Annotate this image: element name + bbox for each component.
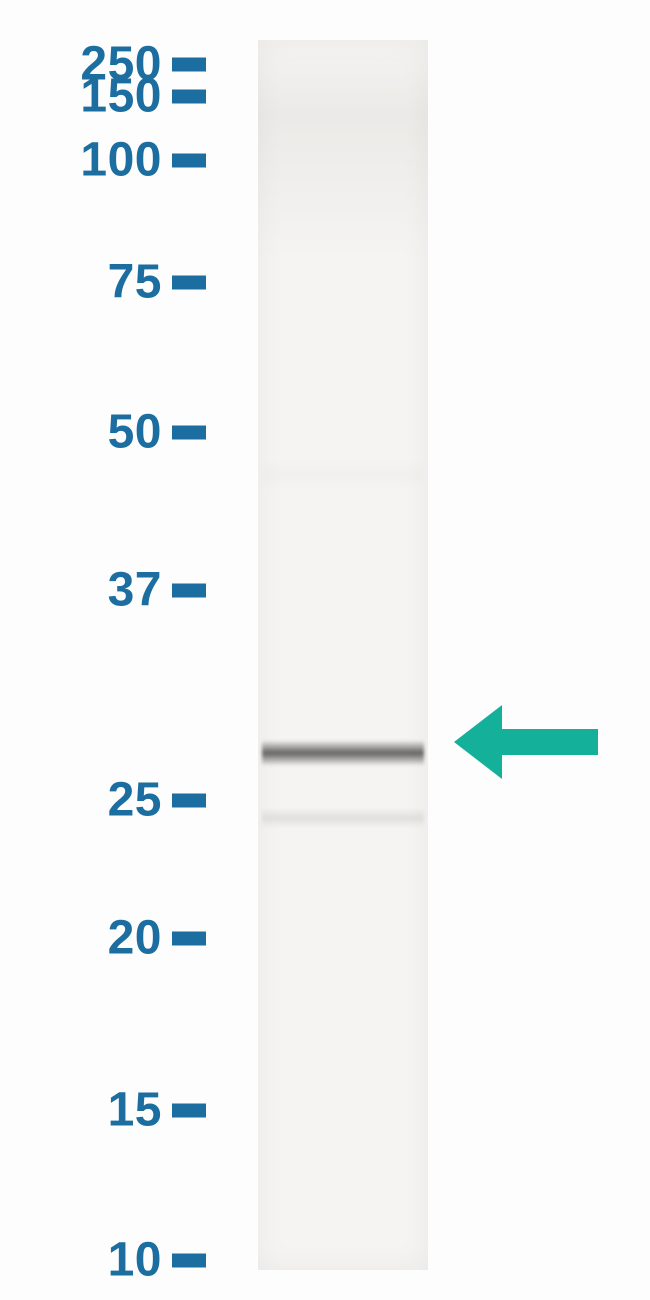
mw-marker-tick (172, 583, 206, 597)
nonspecific-band (262, 808, 424, 828)
mw-marker-tick (172, 793, 206, 807)
mw-marker: 37 (0, 563, 206, 618)
mw-marker-tick (172, 425, 206, 439)
mw-marker-label: 15 (52, 1083, 162, 1138)
mw-marker-label: 50 (52, 405, 162, 460)
mw-marker-label: 25 (52, 773, 162, 828)
western-blot-figure: 25015010075503725201510 (0, 0, 650, 1300)
mw-marker: 25 (0, 773, 206, 828)
mw-marker-tick (172, 1103, 206, 1117)
gel-lane (258, 40, 428, 1270)
mw-marker-label: 150 (52, 69, 162, 124)
mw-marker-tick (172, 1253, 206, 1267)
mw-marker: 50 (0, 405, 206, 460)
mw-marker-label: 75 (52, 255, 162, 310)
mw-marker-label: 100 (52, 133, 162, 188)
mw-marker: 20 (0, 911, 206, 966)
mw-marker: 10 (0, 1233, 206, 1288)
nonspecific-band (262, 460, 424, 490)
mw-marker-label: 37 (52, 563, 162, 618)
mw-marker-label: 10 (52, 1233, 162, 1288)
mw-marker-label: 20 (52, 911, 162, 966)
mw-marker: 150 (0, 69, 206, 124)
mw-marker-tick (172, 931, 206, 945)
mw-marker-tick (172, 275, 206, 289)
mw-marker: 75 (0, 255, 206, 310)
mw-marker-tick (172, 153, 206, 167)
mw-marker-tick (172, 89, 206, 103)
target-band (262, 740, 424, 766)
mw-marker: 15 (0, 1083, 206, 1138)
target-arrow-icon (454, 705, 598, 779)
mw-marker: 100 (0, 133, 206, 188)
